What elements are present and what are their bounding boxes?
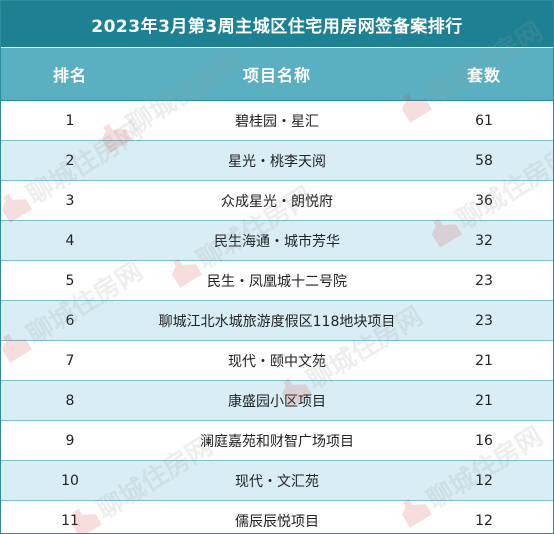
cell-project-name: 澜庭嘉苑和财智广场项目 — [200, 433, 354, 450]
table-row: 4 民生海通・城市芳华 32 — [1, 221, 553, 261]
cell-count: 58 — [475, 152, 493, 169]
header-count: 套数 — [466, 66, 501, 85]
cell-count: 21 — [475, 392, 493, 409]
table-row: 7 现代・颐中文苑 21 — [1, 341, 553, 381]
table-row: 8 康盛园小区项目 21 — [1, 381, 553, 421]
table-row: 1 碧桂园・星汇 61 — [1, 101, 553, 141]
cell-project-name: 聊城江北水城旅游度假区118地块项目 — [158, 313, 396, 330]
table-row: 3 众成星光・朗悦府 36 — [1, 181, 553, 221]
table-row: 9 澜庭嘉苑和财智广场项目 16 — [1, 421, 553, 461]
cell-project-name: 儒辰辰悦项目 — [235, 513, 319, 530]
cell-project-name: 碧桂园・星汇 — [235, 113, 319, 130]
cell-rank: 8 — [65, 392, 75, 409]
table-title: 2023年3月第3周主城区住宅用房网签备案排行 — [1, 1, 553, 48]
cell-rank: 10 — [61, 472, 79, 489]
table-row: 6 聊城江北水城旅游度假区118地块项目 23 — [1, 301, 553, 341]
cell-project-name: 民生海通・城市芳华 — [214, 233, 340, 250]
cell-rank: 6 — [65, 312, 75, 329]
cell-rank: 3 — [65, 192, 75, 209]
cell-project-name: 众成星光・朗悦府 — [221, 193, 333, 210]
table-row: 2 星光・桃李天阅 58 — [1, 141, 553, 181]
cell-rank: 7 — [65, 352, 75, 369]
cell-count: 61 — [475, 112, 493, 129]
cell-count: 12 — [475, 472, 493, 489]
cell-count: 36 — [475, 192, 493, 209]
cell-project-name: 现代・文汇苑 — [235, 473, 319, 490]
cell-rank: 11 — [61, 512, 79, 529]
cell-count: 23 — [475, 312, 493, 329]
table-row: 10 现代・文汇苑 12 — [1, 461, 553, 501]
header-project-name: 项目名称 — [242, 66, 311, 85]
cell-rank: 1 — [65, 112, 75, 129]
cell-project-name: 星光・桃李天阅 — [228, 153, 326, 170]
cell-count: 23 — [475, 272, 493, 289]
cell-count: 21 — [475, 352, 493, 369]
cell-rank: 5 — [65, 272, 75, 289]
cell-rank: 2 — [65, 152, 75, 169]
table-header: 排名 项目名称 套数 — [1, 48, 553, 101]
table-row: 5 民生・凤凰城十二号院 23 — [1, 261, 553, 301]
cell-rank: 4 — [65, 232, 75, 249]
cell-count: 12 — [475, 512, 493, 529]
cell-count: 32 — [475, 232, 493, 249]
cell-count: 16 — [475, 432, 493, 449]
cell-rank: 9 — [65, 432, 75, 449]
table-row: 11 儒辰辰悦项目 12 — [1, 501, 553, 533]
header-rank: 排名 — [52, 66, 87, 85]
cell-project-name: 康盛园小区项目 — [228, 393, 326, 410]
cell-project-name: 现代・颐中文苑 — [228, 353, 326, 370]
cell-project-name: 民生・凤凰城十二号院 — [207, 273, 347, 290]
